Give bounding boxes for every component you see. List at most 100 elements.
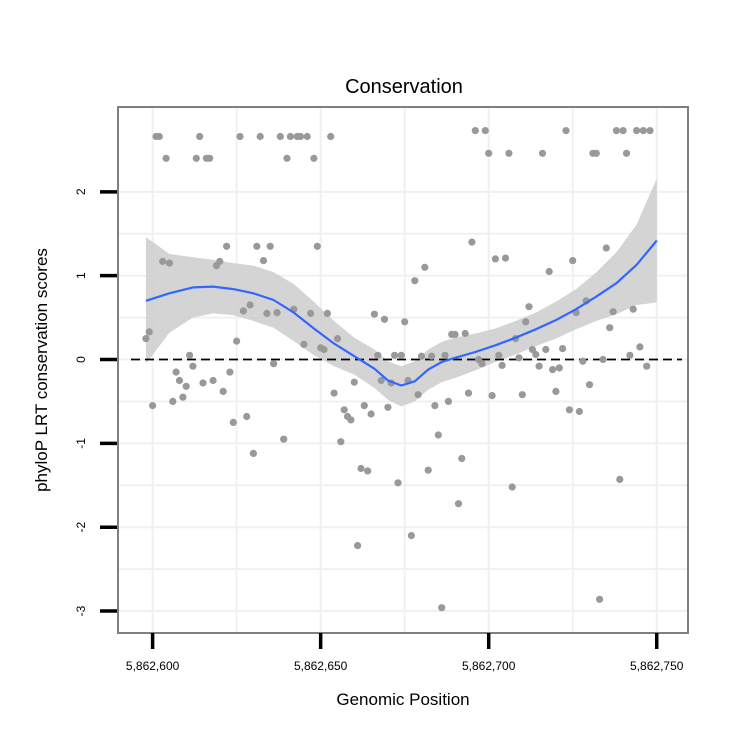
data-point — [394, 479, 402, 487]
data-point — [616, 475, 624, 483]
data-point — [596, 595, 604, 603]
data-point — [162, 154, 170, 162]
data-point — [438, 604, 446, 612]
data-point — [303, 132, 311, 141]
data-point — [626, 351, 634, 359]
chart-title: Conservation — [345, 76, 463, 98]
data-point — [246, 301, 254, 309]
data-point — [424, 466, 432, 474]
data-point — [495, 351, 503, 359]
y-axis: -3 -2 -1 0 1 2 — [74, 188, 117, 616]
confidence-band — [145, 178, 657, 407]
data-point — [606, 324, 614, 332]
data-point — [249, 449, 257, 457]
data-point — [320, 345, 328, 354]
data-point — [451, 330, 459, 338]
data-point — [182, 382, 190, 390]
data-point — [619, 127, 627, 135]
data-point — [562, 127, 570, 135]
data-point — [444, 397, 452, 405]
data-point — [552, 387, 560, 395]
y-tick-label: 0 — [74, 356, 88, 363]
data-point — [172, 368, 180, 376]
data-points — [142, 127, 654, 612]
data-point — [414, 391, 422, 399]
data-point — [622, 149, 631, 157]
data-point — [555, 364, 563, 372]
data-point — [518, 391, 526, 399]
data-point — [585, 381, 594, 389]
data-point — [350, 378, 358, 386]
data-point — [226, 368, 234, 376]
data-point — [549, 366, 557, 374]
data-point — [535, 362, 543, 370]
data-point — [307, 309, 315, 317]
data-point — [478, 360, 486, 368]
data-point — [159, 257, 167, 265]
data-point — [175, 376, 184, 385]
data-point — [186, 351, 194, 359]
data-point — [428, 352, 436, 360]
data-point — [283, 154, 291, 162]
data-point — [538, 149, 547, 157]
data-point — [357, 464, 365, 473]
y-tick-label: -1 — [74, 438, 88, 449]
data-point — [431, 402, 439, 410]
data-point — [592, 149, 600, 157]
data-point — [286, 132, 294, 141]
data-point — [609, 308, 617, 316]
data-point — [327, 132, 335, 141]
data-point — [636, 343, 644, 351]
data-point — [206, 154, 214, 162]
data-point — [508, 483, 516, 491]
data-point — [192, 154, 200, 162]
data-point — [354, 542, 362, 550]
data-point — [468, 238, 476, 246]
data-point — [397, 351, 405, 359]
confidence-band-area — [145, 178, 657, 407]
data-point — [579, 357, 587, 365]
data-point — [263, 309, 271, 317]
data-point — [417, 352, 426, 360]
data-point — [454, 500, 463, 508]
data-point — [236, 132, 244, 141]
data-point — [464, 389, 473, 397]
data-point — [629, 305, 637, 313]
data-point — [259, 257, 268, 265]
data-point — [296, 132, 305, 141]
data-point — [199, 379, 207, 387]
data-point — [633, 127, 641, 135]
data-point — [575, 407, 584, 416]
data-point — [377, 376, 385, 385]
data-point — [411, 277, 419, 285]
smooth-curve — [145, 239, 658, 387]
data-point — [505, 149, 513, 157]
data-point — [643, 362, 651, 370]
x-tick-label: 5,862,750 — [630, 659, 684, 673]
data-point — [256, 132, 264, 141]
y-tick-label: -2 — [74, 522, 88, 533]
data-point — [367, 410, 375, 418]
data-point — [545, 267, 553, 276]
data-point — [239, 307, 247, 315]
data-point — [471, 127, 479, 135]
data-point — [266, 242, 274, 250]
data-point — [347, 416, 355, 424]
data-point — [243, 412, 251, 421]
data-point — [501, 254, 510, 262]
data-point — [209, 376, 217, 385]
data-point — [216, 257, 224, 265]
data-point — [407, 532, 415, 540]
data-point — [370, 310, 378, 318]
data-point — [330, 389, 338, 397]
data-point — [485, 149, 493, 157]
data-point — [360, 402, 368, 410]
data-point — [310, 154, 318, 162]
data-point — [434, 431, 442, 439]
data-point — [569, 257, 577, 265]
data-point — [488, 392, 496, 400]
data-point — [333, 335, 342, 343]
y-tick-label: 1 — [74, 272, 88, 279]
data-point — [515, 354, 523, 362]
data-point — [525, 303, 533, 311]
